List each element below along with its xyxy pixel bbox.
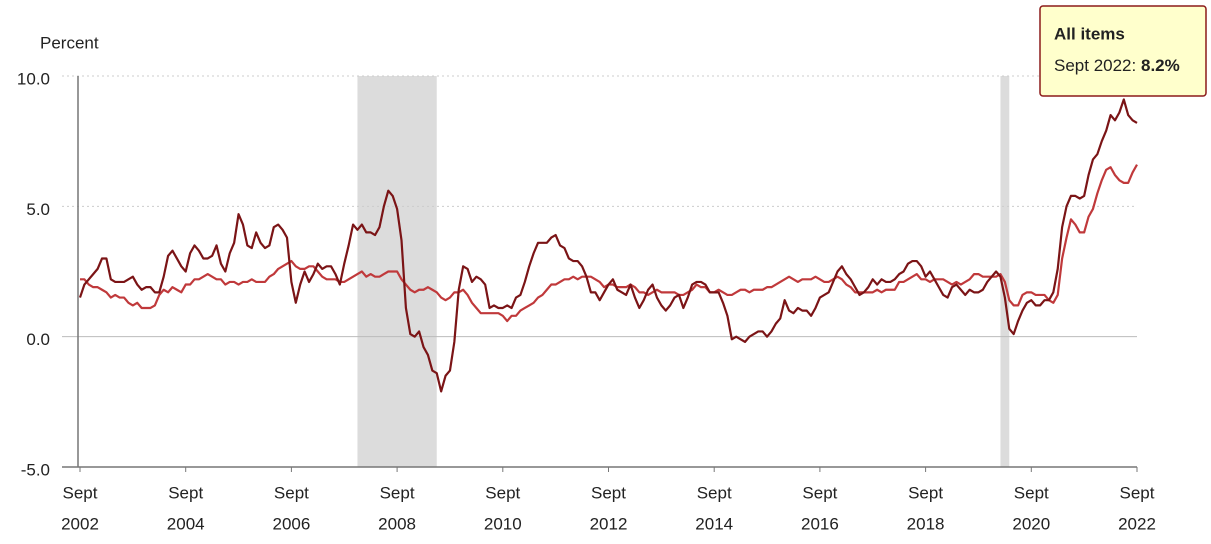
y-tick-label: -5.0 [21, 460, 50, 479]
tooltip-box [1039, 5, 1207, 97]
y-tick-label: 10.0 [17, 69, 50, 88]
x-tick-label: Sept [274, 483, 309, 502]
x-tick-label: 2008 [378, 514, 416, 533]
x-tick-label: Sept [380, 483, 415, 502]
plot-area: -5.0 0.0 5.0 10.0 Sept 2002 Sept 2004 Sept 2006 Se… [17, 69, 1156, 533]
y-axis-label: Percent [40, 33, 99, 52]
x-tick-label: Sept [697, 483, 732, 502]
x-tick-label: 2014 [695, 514, 733, 533]
x-tick-label: Sept [168, 483, 203, 502]
series-line [78, 98, 1138, 393]
x-tick-label: Sept [485, 483, 520, 502]
tooltip-text: Sept 2022: 8.2% [1054, 56, 1180, 75]
x-tick-label: Sept [63, 483, 98, 502]
x-tick-label: 2010 [484, 514, 522, 533]
series-line [80, 164, 1138, 323]
x-tick-label: 2006 [272, 514, 310, 533]
x-tick-label: Sept [591, 483, 626, 502]
tooltip-date: Sept 2022: [1054, 56, 1136, 75]
x-tick-label: Sept [1014, 483, 1049, 502]
x-tick-label: 2004 [167, 514, 205, 533]
tooltip: All items Sept 2022: 8.2% [1039, 5, 1207, 97]
x-tick-label: 2016 [801, 514, 839, 533]
recession-shading [1000, 76, 1010, 467]
y-tick-label: 5.0 [26, 200, 50, 219]
x-tick-label: 2022 [1118, 514, 1156, 533]
x-tick-label: 2018 [907, 514, 945, 533]
x-tick-label: Sept [1120, 483, 1155, 502]
x-tick-label: Sept [802, 483, 837, 502]
x-tick-label: Sept [908, 483, 943, 502]
x-tick-label: 2002 [61, 514, 99, 533]
tooltip-value: 8.2% [1141, 56, 1180, 75]
y-tick-label: 0.0 [26, 330, 50, 349]
x-tick-label: 2020 [1012, 514, 1050, 533]
x-tick-label: 2012 [590, 514, 628, 533]
tooltip-title: All items [1054, 24, 1125, 43]
